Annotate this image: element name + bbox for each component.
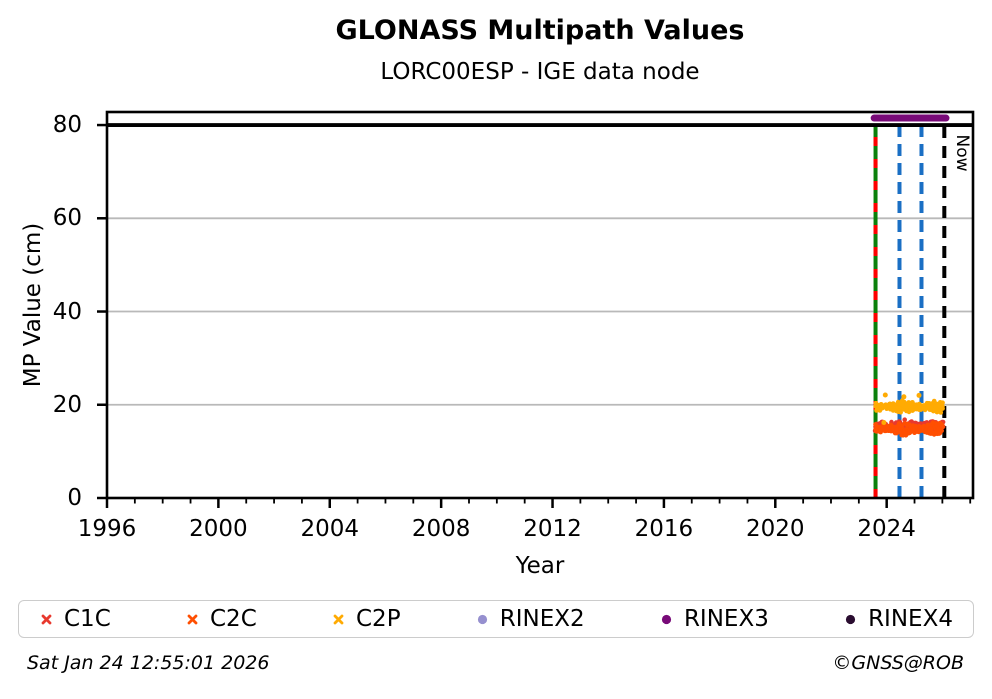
plot-border xyxy=(105,110,975,500)
x-tick-label-1996: 1996 xyxy=(77,516,137,542)
legend-label-c2p: C2P xyxy=(356,606,401,632)
legend-item-rinex4: RINEX4 xyxy=(843,607,953,631)
y-tick-label-60: 60 xyxy=(52,205,82,232)
legend-label-rinex3: RINEX3 xyxy=(683,606,769,632)
now-label: Now xyxy=(952,134,972,172)
legend-item-rinex3: RINEX3 xyxy=(659,607,769,631)
scatter-point-c2c xyxy=(894,427,900,433)
legend-item-rinex2: RINEX2 xyxy=(475,607,585,631)
x-tick-label-2000: 2000 xyxy=(189,516,248,542)
x-tick-label-2016: 2016 xyxy=(634,516,694,542)
chart-subtitle: LORC00ESP - IGE data node xyxy=(380,59,700,85)
legend-label-rinex2: RINEX2 xyxy=(499,606,585,632)
outlier-point-c2p xyxy=(882,392,888,398)
c1c-marker-icon xyxy=(41,614,52,624)
outlier-point-c2p xyxy=(916,392,922,398)
outlier-point-c2p xyxy=(901,394,907,400)
scatter-point-c2p xyxy=(888,402,894,407)
c2c-marker-icon xyxy=(187,614,198,624)
legend-item-c1c: C1C xyxy=(39,607,111,631)
x-tick-label-2012: 2012 xyxy=(523,516,582,542)
x-tick-label-2024: 2024 xyxy=(857,516,916,542)
timestamp: Sat Jan 24 12:55:01 2026 xyxy=(27,652,270,674)
legend-label-c1c: C1C xyxy=(64,606,111,632)
y-tick-label-40: 40 xyxy=(52,298,82,325)
scatter-point-c1c xyxy=(902,417,907,423)
credit: ©GNSS@ROB xyxy=(832,652,964,674)
outlier-point-c2p xyxy=(881,420,887,425)
legend: C1C C2C C2P RINEX2 RINEX3 RINEX4 xyxy=(18,600,974,638)
scatter-point-c2p xyxy=(940,404,945,409)
scatter-point-c2p xyxy=(898,410,903,415)
x-tick-label-2008: 2008 xyxy=(411,516,471,542)
legend-label-rinex4: RINEX4 xyxy=(868,606,953,632)
y-tick-label-20: 20 xyxy=(52,391,82,418)
legend-item-c2c: C2C xyxy=(185,607,257,631)
x-tick-label-2004: 2004 xyxy=(300,516,360,542)
x-tick-label-2020: 2020 xyxy=(746,516,805,542)
scatter-point-c2c xyxy=(929,426,934,432)
c2p-marker-icon xyxy=(333,614,344,624)
y-tick-label-0: 0 xyxy=(67,485,82,511)
y-tick-label-80: 80 xyxy=(52,112,82,139)
rinex2-marker-icon xyxy=(477,614,487,624)
rinex3-marker-icon xyxy=(661,614,672,624)
chart-title: GLONASS Multipath Values xyxy=(335,15,745,46)
x-axis-label: Year xyxy=(515,553,565,579)
scatter-point-c2c xyxy=(940,424,945,429)
rinex4-marker-icon xyxy=(845,614,856,624)
legend-item-c2p: C2P xyxy=(331,607,401,631)
legend-label-c2c: C2C xyxy=(210,606,257,632)
scatter-point-c2c xyxy=(939,428,944,434)
